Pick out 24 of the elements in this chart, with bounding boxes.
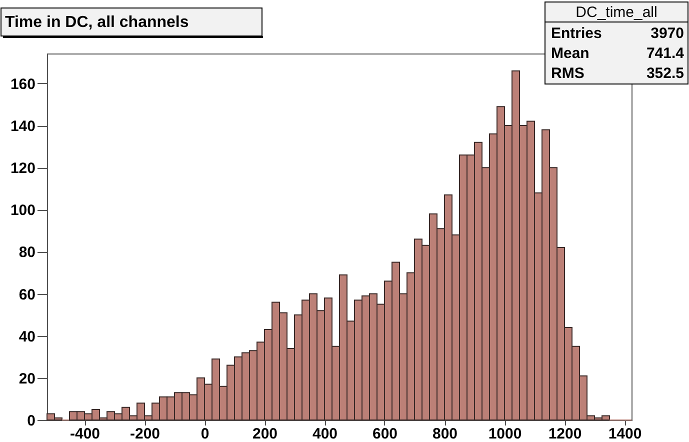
x-tick-label: 200 <box>252 426 278 442</box>
x-tick-label: -400 <box>70 426 100 442</box>
x-tick-label: -200 <box>130 426 160 442</box>
x-tick-label: 1000 <box>488 426 522 442</box>
y-tick-label: 0 <box>27 412 36 430</box>
x-tick-label: 800 <box>432 426 458 442</box>
y-tick-label: 60 <box>18 286 36 304</box>
x-tick-label: 1200 <box>548 426 582 442</box>
x-tick-label: 1400 <box>608 426 642 442</box>
y-tick-label: 40 <box>18 328 36 346</box>
y-tick-label: 20 <box>18 370 36 388</box>
text: DC_time_all <box>576 4 658 21</box>
y-tick-label: 120 <box>10 160 36 178</box>
text: RMS 352.5 <box>551 65 684 82</box>
y-tick-label: 160 <box>10 76 36 93</box>
text: Entries 3970 <box>551 25 684 42</box>
x-tick-label: 400 <box>312 426 338 442</box>
chart-title: Time in DC, all channels <box>5 14 189 31</box>
y-tick-label: 140 <box>10 118 36 136</box>
text: Mean 741.4 <box>551 45 684 62</box>
y-tick-label: 100 <box>10 202 36 220</box>
y-tick-label: 80 <box>18 244 36 262</box>
x-tick-label: 0 <box>200 426 210 442</box>
x-tick-label: 600 <box>372 426 398 442</box>
